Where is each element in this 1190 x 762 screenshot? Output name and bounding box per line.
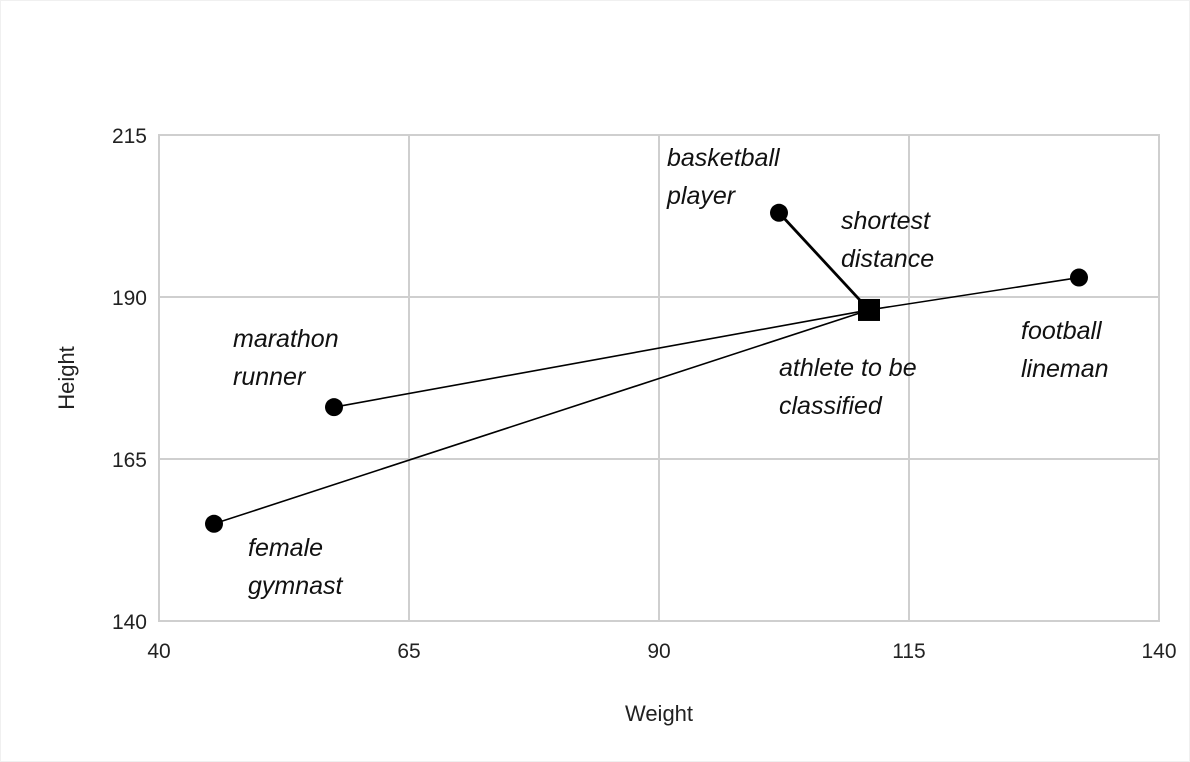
plot-frame	[158, 134, 1160, 622]
point-label: marathon runner	[233, 325, 339, 391]
y-axis-title: Height	[54, 346, 79, 410]
shortest-distance-line	[777, 211, 871, 311]
shortest-distance-annotation: shortest distance	[841, 207, 934, 273]
shortest-distance-annotation-line: shortest	[841, 207, 931, 235]
distance-lines	[213, 211, 1080, 525]
point-label-line: female	[248, 534, 323, 562]
data-point	[325, 398, 343, 417]
x-axis-title: Weight	[625, 701, 693, 726]
distance-line	[333, 309, 870, 408]
data-point	[770, 203, 788, 222]
point-label-line: gymnast	[248, 572, 344, 600]
point-label-line: lineman	[1021, 355, 1109, 383]
x-tick-label: 40	[147, 640, 170, 663]
y-tick-label: 165	[112, 449, 147, 472]
tick-labels: 40 65 90 115 140 140 165 190 215	[112, 125, 1177, 663]
y-tick-label: 140	[112, 611, 147, 634]
x-tick-label: 115	[892, 640, 925, 663]
query-point-label-line: classified	[779, 392, 883, 420]
data-points	[205, 203, 1088, 533]
query-point-square	[858, 298, 880, 321]
data-point	[205, 514, 223, 533]
x-tick-label: 90	[647, 640, 670, 663]
point-label-line: football	[1021, 317, 1103, 345]
distance-line	[868, 276, 1080, 311]
x-tick-label: 140	[1141, 640, 1176, 663]
point-label-line: player	[666, 182, 737, 210]
shortest-distance-annotation-line: distance	[841, 245, 934, 273]
y-tick-label: 190	[112, 287, 147, 310]
data-point	[1070, 268, 1088, 287]
distance-line	[213, 309, 870, 525]
point-label: football lineman	[1021, 317, 1109, 383]
query-point-label-line: athlete to be	[779, 354, 917, 382]
grid	[158, 134, 1160, 622]
point-label: basketball player	[666, 144, 781, 210]
point-labels: marathon runner female gymnast basketball pla…	[233, 144, 1109, 600]
x-tick-label: 65	[397, 640, 420, 663]
point-label: female gymnast	[248, 534, 344, 600]
point-label-line: runner	[233, 363, 307, 391]
point-label-line: basketball	[667, 144, 781, 172]
point-label-line: marathon	[233, 325, 339, 353]
y-tick-label: 215	[112, 125, 147, 148]
query-point-label: athlete to be classified	[779, 354, 917, 420]
